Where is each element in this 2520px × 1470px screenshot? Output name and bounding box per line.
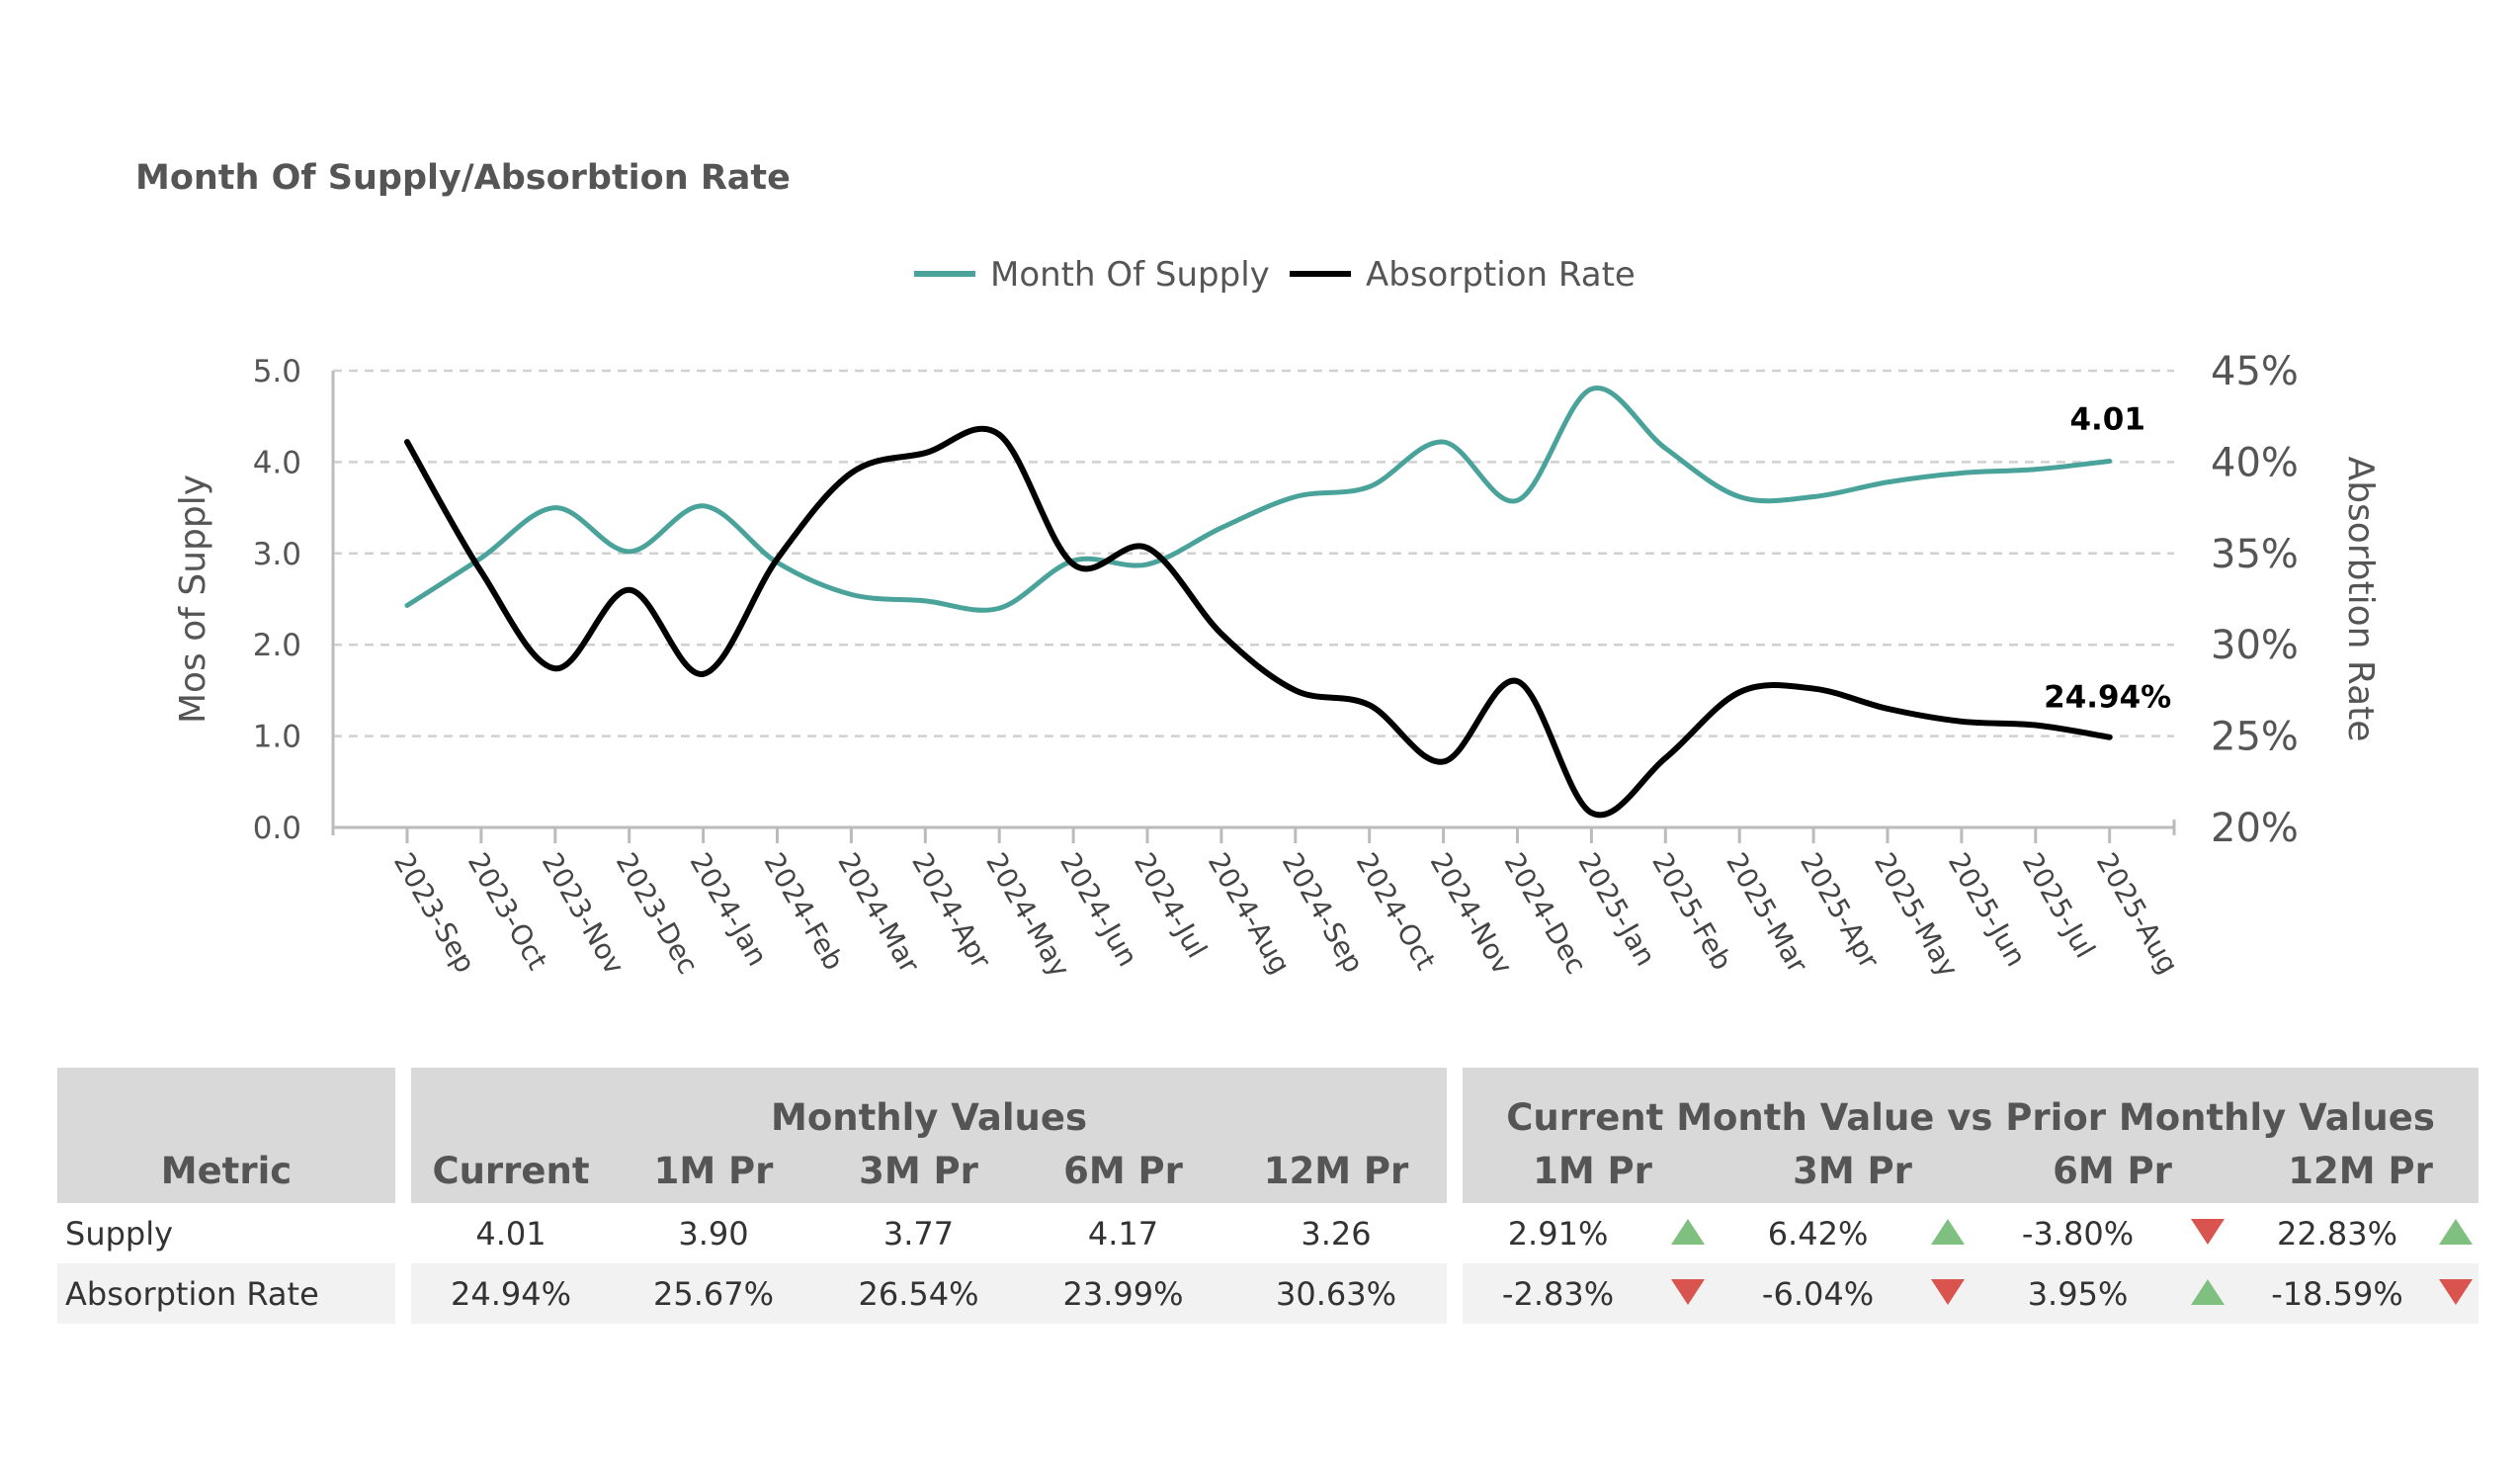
triangle-up-icon: [2438, 1218, 2473, 1245]
triangle-down-icon: [1671, 1278, 1706, 1305]
change-value-cell: 2.91%: [1507, 1214, 1609, 1253]
absorption-rate-line: [404, 425, 2113, 819]
compare-column-header: 6M Pr: [1982, 1139, 2243, 1203]
trend-icon-cell: [1653, 1203, 1722, 1263]
data-label: 4.01: [2069, 401, 2145, 437]
table-row: Absorption Rate 24.94% 25.67% 26.54% 23.99% 3…: [57, 1263, 2479, 1324]
compare-column-header: 3M Pr: [1722, 1139, 1983, 1203]
trend-icon-cell: [1913, 1263, 1983, 1324]
chart-legend: Month Of Supply Absorption Rate: [914, 255, 1636, 295]
metrics-table: Monthly Values Current Month Value vs Pr…: [57, 1068, 2479, 1324]
monthly-value-cell: 30.63%: [1225, 1263, 1448, 1324]
monthly-column-header: 6M Pr: [1021, 1139, 1225, 1203]
triangle-down-icon: [1931, 1278, 1966, 1305]
left-tick-label: 0.0: [253, 811, 301, 846]
left-tick-label: 2.0: [253, 628, 301, 663]
right-tick-label: 30%: [2211, 623, 2299, 668]
change-value-cell: 6.42%: [1767, 1214, 1869, 1253]
chart-axes: 0.0 1.0 2.0 3.0 4.0 5.0 20% 25% 30% 35% 40% 45% Mos …: [173, 349, 2381, 983]
left-axis-title: Mos of Supply: [173, 475, 213, 724]
triangle-down-icon: [2438, 1278, 2473, 1305]
trend-icon-cell: [2432, 1203, 2478, 1263]
monthly-value-cell: 23.99%: [1021, 1263, 1225, 1324]
data-label: 24.94%: [2044, 680, 2171, 716]
x-tick-label: 2025-Aug: [2090, 847, 2185, 980]
left-tick-label: 1.0: [253, 720, 301, 755]
monthly-column-header: 12M Pr: [1225, 1139, 1448, 1203]
table-body: Supply 4.01 3.90 3.77 4.17 3.26 2.91% 6.42% -3.8…: [57, 1203, 2479, 1324]
metric-name-cell: Absorption Rate: [57, 1263, 395, 1324]
monthly-value-cell: 3.77: [882, 1214, 955, 1253]
spacer-cell: [1447, 1263, 1464, 1324]
left-tick-label: 4.0: [253, 445, 301, 480]
table-row: Supply 4.01 3.90 3.77 4.17 3.26 2.91% 6.42% -3.8…: [57, 1203, 2478, 1263]
triangle-down-icon: [2191, 1218, 2226, 1245]
left-tick-label: 5.0: [253, 354, 301, 389]
right-axis-title: Absorbtion Rate: [2340, 457, 2381, 742]
spacer-cell: [395, 1203, 411, 1263]
trend-icon-cell: [1913, 1203, 1982, 1263]
legend-label: Month Of Supply: [990, 255, 1270, 295]
spacer-cell: [1447, 1203, 1464, 1263]
monthly-value-cell: 3.26: [1301, 1214, 1372, 1253]
monthly-column-header: 1M Pr: [611, 1139, 816, 1203]
trend-icon-cell: [2173, 1203, 2242, 1263]
metric-header-cell: [57, 1068, 395, 1139]
legend-label: Absorption Rate: [1366, 255, 1636, 295]
triangle-up-icon: [2191, 1278, 2226, 1305]
monthly-value-cell: 3.90: [678, 1214, 749, 1253]
chart-labels: 4.01 24.94%: [2044, 401, 2171, 715]
spacer-cell: [395, 1263, 411, 1324]
monthly-column-header: 3M Pr: [816, 1139, 1021, 1203]
monthly-column-header: Current: [411, 1139, 611, 1203]
metric-name-cell: Supply: [65, 1214, 174, 1253]
right-tick-label: 25%: [2211, 715, 2299, 760]
change-value-cell: -3.80%: [2021, 1214, 2135, 1253]
left-tick-label: 3.0: [253, 537, 301, 572]
right-tick-label: 45%: [2211, 349, 2299, 394]
monthly-value-cell: 24.94%: [411, 1263, 611, 1324]
monthly-value-cell: 4.01: [475, 1214, 546, 1253]
change-value-cell: -6.04%: [1722, 1263, 1914, 1324]
comparison-header: Current Month Value vs Prior Monthly Val…: [1463, 1068, 2479, 1139]
change-value-cell: 22.83%: [2277, 1214, 2398, 1253]
chart: Month Of Supply Absorption Rate 0.0 1.0 2.0…: [173, 255, 2381, 983]
trend-icon-cell: [2173, 1263, 2243, 1324]
month-of-supply-line: [404, 386, 2113, 613]
compare-column-header: 1M Pr: [1463, 1139, 1723, 1203]
monthly-value-cell: 26.54%: [816, 1263, 1021, 1324]
metric-column-header: Metric: [57, 1139, 395, 1203]
triangle-up-icon: [1931, 1218, 1966, 1245]
right-tick-label: 35%: [2211, 532, 2299, 577]
trend-icon-cell: [1653, 1263, 1723, 1324]
change-value-cell: -2.83%: [1463, 1263, 1654, 1324]
chart-series: [404, 386, 2113, 819]
table-header: Monthly Values Current Month Value vs Pr…: [57, 1068, 2479, 1203]
change-value-cell: -18.59%: [2242, 1263, 2433, 1324]
monthly-value-cell: 4.17: [1087, 1214, 1159, 1253]
change-value-cell: 3.95%: [1982, 1263, 2174, 1324]
monthly-values-header: Monthly Values: [411, 1068, 1448, 1139]
right-tick-label: 40%: [2211, 440, 2299, 485]
chart-grid: [333, 369, 2174, 737]
chart-title: Month Of Supply/Absorbtion Rate: [135, 158, 791, 198]
triangle-up-icon: [1671, 1218, 1706, 1245]
right-tick-label: 20%: [2211, 806, 2299, 851]
trend-icon-cell: [2432, 1263, 2479, 1324]
x-tick-label: 2024-Jul: [1128, 847, 1214, 964]
compare-column-header: 12M Pr: [2242, 1139, 2479, 1203]
x-tick-label: 2025-Jul: [2016, 847, 2102, 964]
monthly-value-cell: 25.67%: [611, 1263, 816, 1324]
